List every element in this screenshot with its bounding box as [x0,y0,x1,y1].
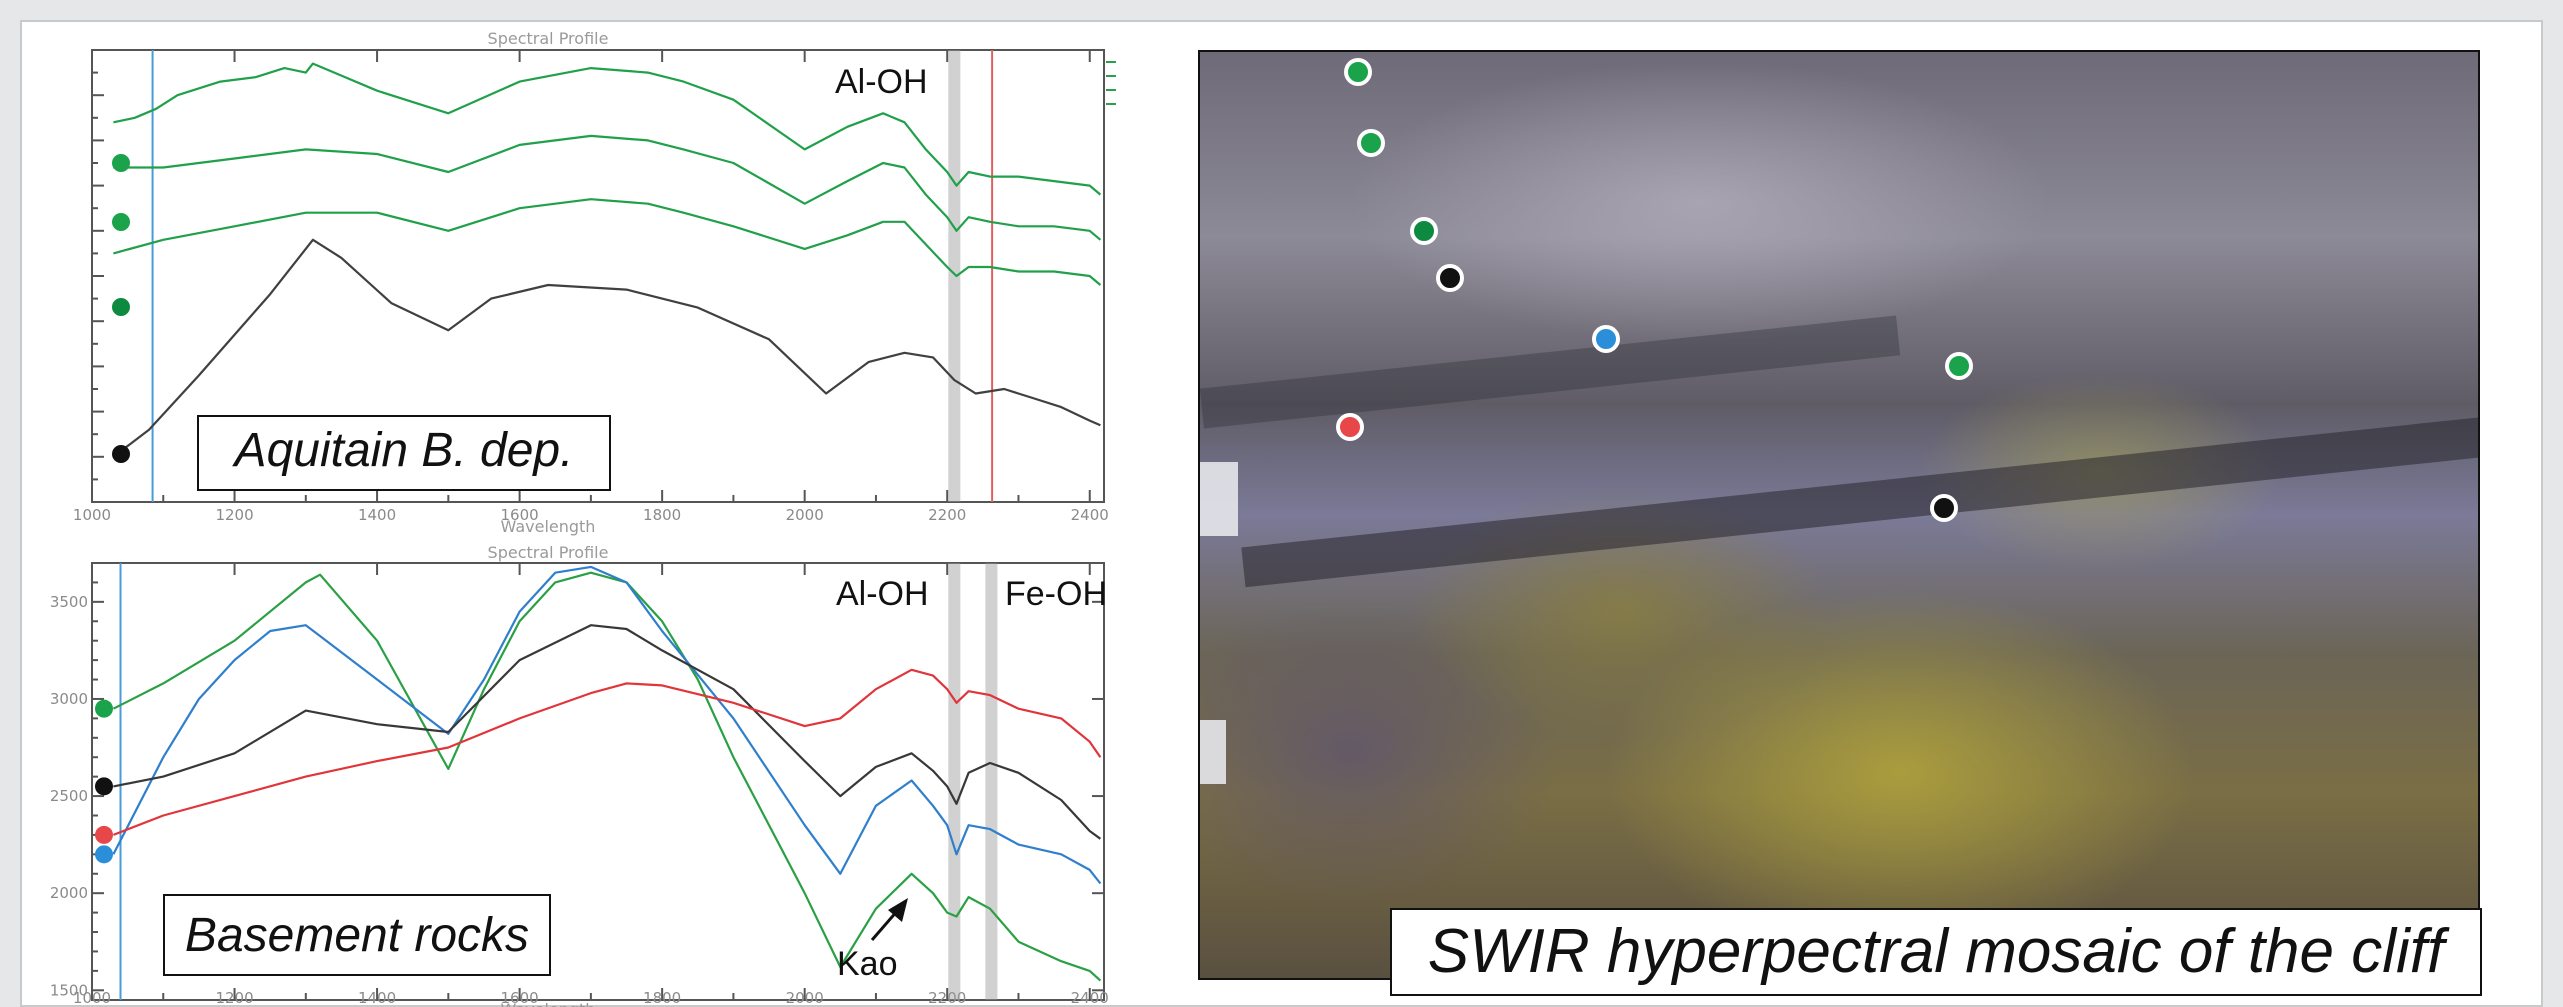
y-tick-label: 3000 [50,690,88,708]
sample-marker-8 [1929,493,1958,522]
y-tick-label: 2500 [50,787,88,805]
x-tick-label: 2200 [928,506,966,524]
series-marker-2 [112,213,130,231]
y-tick-label: 1500 [50,981,88,999]
x-tick-label: 1200 [215,506,253,524]
x-tick-label: 1400 [358,506,396,524]
x-tick-label: 1200 [215,989,253,1007]
x-tick-label: 1000 [73,506,111,524]
series-marker-2 [95,845,113,864]
x-tick-label: 1800 [643,989,681,1007]
series-marker-1 [95,699,113,718]
sample-marker-5 [1592,325,1621,354]
chart-title: Spectral Profile [488,29,609,48]
y-tick-label: 3500 [50,593,88,611]
sample-marker-3 [1410,216,1439,245]
spectrum-series-1 [113,62,1102,196]
kao-arrow [870,909,900,941]
box-label: Aquitain B. dep. [232,424,574,477]
spectrum-series-4 [112,238,1101,458]
absorption-band [948,50,961,502]
x-tick-label: 2000 [786,506,824,524]
plot-area [91,562,1105,1001]
chart-panel-2: Spectral Profile Wavelength 1000 1200 1400 16… [50,543,1109,1007]
annotation-label: Kao [837,945,898,983]
x-tick-label: 2000 [786,989,824,1007]
swir-mosaic-photo [1198,50,2480,980]
sample-marker-7 [1335,412,1364,441]
x-tick-label: 2400 [1071,506,1109,524]
annotation-label: Al-OH [835,63,928,101]
x-tick-label: 1400 [358,989,396,1007]
x-axis-label: Wavelength [501,517,596,536]
sample-marker-2 [1356,129,1385,158]
series-marker-3 [95,777,113,796]
x-tick-label: 1600 [501,506,539,524]
sample-marker-4 [1435,263,1464,292]
x-tick-label: 2200 [928,989,966,1007]
spectrum-series-3 [113,198,1102,286]
kao-arrowhead [888,898,908,922]
spectrum-series-2 [113,134,1102,241]
absorption-band [948,563,961,1000]
series-marker-4 [95,825,113,844]
label-box [197,415,611,491]
spectrum-series-1 [112,571,1102,982]
spectrum-series-3 [113,624,1102,840]
absorption-band [985,563,998,1000]
chart-panel-1: Spectral Profile Wavelength 1000 1200 1400 16… [73,29,1116,536]
x-tick-label: 1000 [73,989,111,1007]
spectrum-series-2 [112,565,1102,885]
sample-marker-1 [1343,58,1372,87]
sample-marker-6 [1944,352,1973,381]
box-label: Basement rocks [185,909,529,962]
x-tick-label: 2400 [1071,989,1109,1007]
series-marker-3 [112,298,130,316]
series-marker-1 [112,154,130,172]
annotation-label: Al-OH [836,575,929,613]
chart-title: Spectral Profile [488,543,609,562]
label-box [163,894,551,976]
x-tick-label: 1800 [643,506,681,524]
y-tick-label: 2000 [50,884,88,902]
spectrum-series-4 [113,668,1102,836]
series-marker-4 [112,445,130,463]
x-axis-label: Wavelength [501,1000,596,1007]
annotation-label: Fe-OH [1005,575,1107,613]
photo-caption: SWIR hyperpectral mosaic of the cliff [1390,908,2482,996]
x-tick-label: 1600 [501,989,539,1007]
